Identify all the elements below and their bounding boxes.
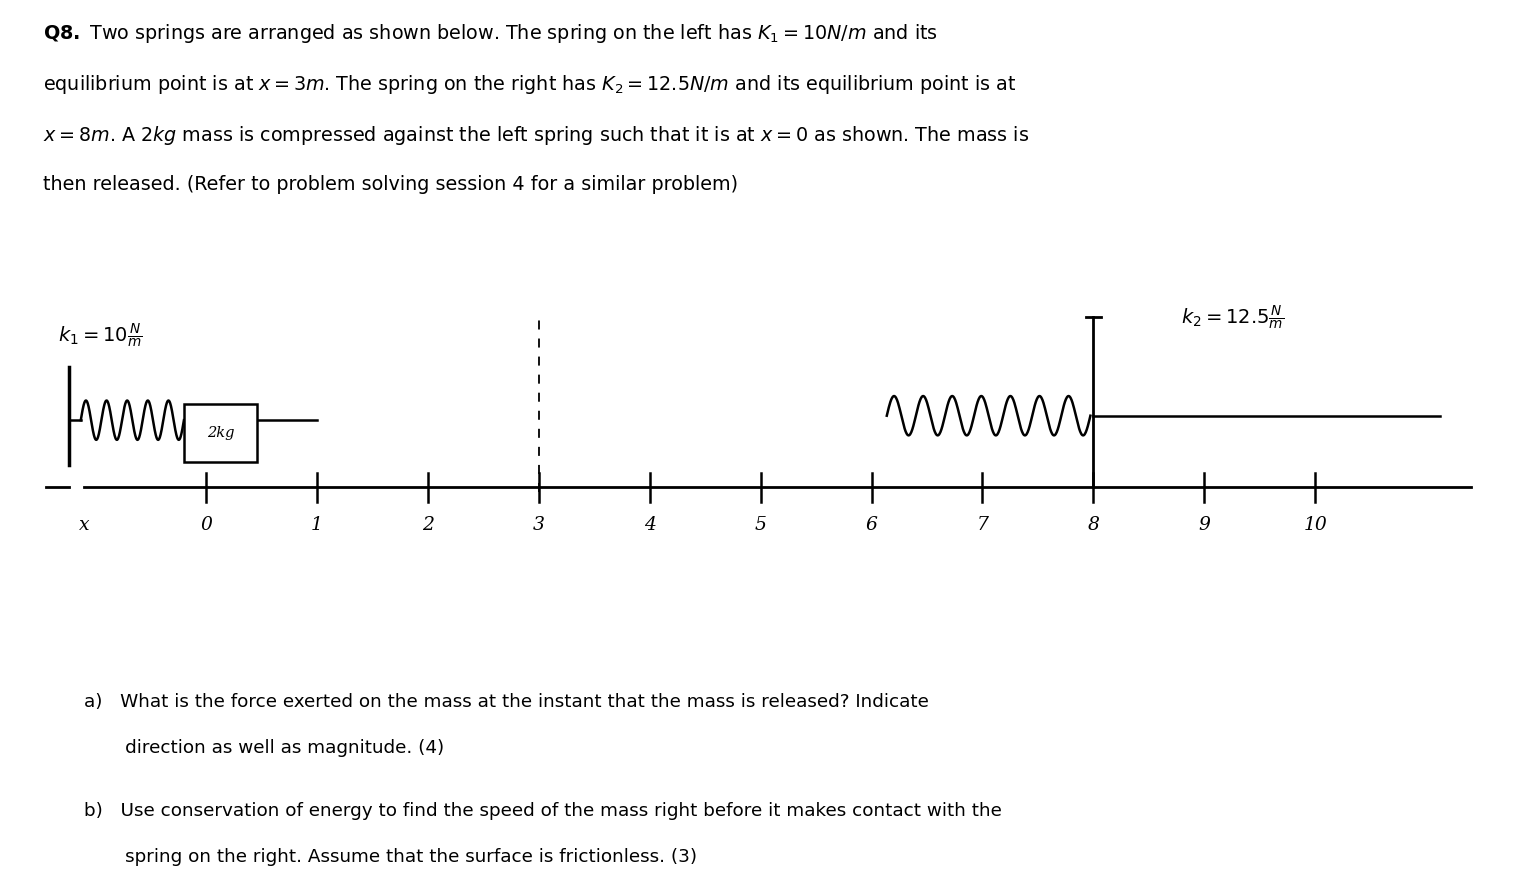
Text: b)   Use conservation of energy to find the speed of the mass right before it ma: b) Use conservation of energy to find th… — [84, 802, 1001, 820]
Text: then released. (Refer to problem solving session 4 for a similar problem): then released. (Refer to problem solving… — [43, 175, 738, 194]
Text: 2kg: 2kg — [207, 426, 235, 440]
Text: 10: 10 — [1303, 516, 1327, 534]
Text: $k_2 = 12.5\frac{N}{m}$: $k_2 = 12.5\frac{N}{m}$ — [1181, 303, 1285, 332]
Text: direction as well as magnitude. (4): direction as well as magnitude. (4) — [84, 739, 443, 757]
Text: 2: 2 — [422, 516, 434, 534]
Text: 5: 5 — [754, 516, 767, 534]
Text: 8: 8 — [1088, 516, 1099, 534]
Text: 0: 0 — [200, 516, 212, 534]
FancyBboxPatch shape — [184, 404, 258, 462]
Text: spring on the right. Assume that the surface is frictionless. (3): spring on the right. Assume that the sur… — [84, 848, 696, 866]
Text: equilibrium point is at $x = 3m$. The spring on the right has $K_2 = 12.5N/m$ an: equilibrium point is at $x = 3m$. The sp… — [43, 73, 1017, 97]
Text: $\mathbf{Q8.}$ Two springs are arranged as shown below. The spring on the left h: $\mathbf{Q8.}$ Two springs are arranged … — [43, 22, 937, 46]
Text: $x = 8m$. A $2kg$ mass is compressed against the left spring such that it is at : $x = 8m$. A $2kg$ mass is compressed aga… — [43, 124, 1029, 148]
Text: 9: 9 — [1198, 516, 1210, 534]
Text: 7: 7 — [977, 516, 989, 534]
Text: 1: 1 — [311, 516, 323, 534]
Text: 6: 6 — [866, 516, 878, 534]
Text: 4: 4 — [643, 516, 655, 534]
Text: 3: 3 — [533, 516, 544, 534]
Text: a)   What is the force exerted on the mass at the instant that the mass is relea: a) What is the force exerted on the mass… — [84, 693, 928, 711]
Text: $k_1 = 10\frac{N}{m}$: $k_1 = 10\frac{N}{m}$ — [58, 321, 142, 350]
Text: x: x — [79, 516, 88, 534]
